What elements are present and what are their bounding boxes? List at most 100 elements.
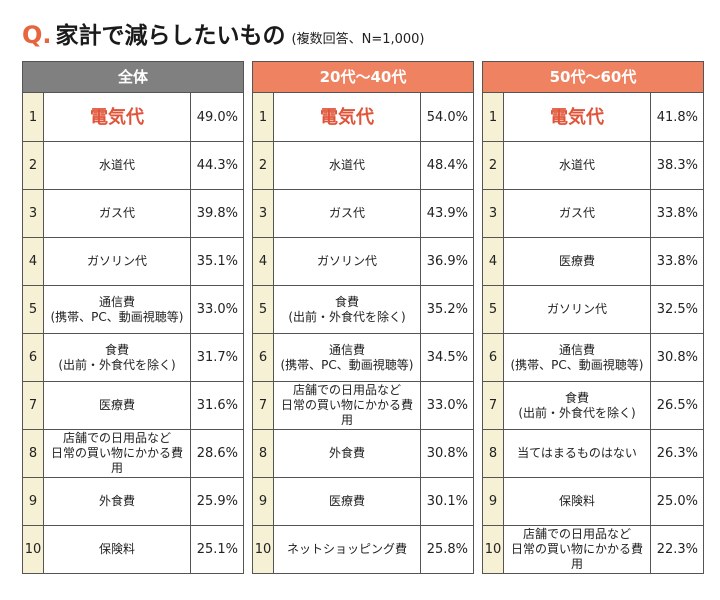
- table-row: 2 水道代 44.3%: [23, 141, 243, 189]
- table-row: 8 外食費 30.8%: [253, 429, 473, 477]
- item-cell: 外食費: [44, 478, 191, 525]
- rank-cell: 4: [23, 238, 44, 285]
- table-row: 10 保険料 25.1%: [23, 525, 243, 573]
- ranking-panel-50s-60s: 50代～60代 1 電気代 41.8% 2 水道代 38.3% 3 ガス代 33.8% 4 医療費 3…: [482, 61, 704, 574]
- percent-cell: 26.5%: [656, 398, 698, 413]
- item-cell: 医療費: [274, 478, 421, 525]
- table-row: 10 ネットショッピング費 25.8%: [253, 525, 473, 573]
- table-row: 6 通信費 (携帯、PC、動画視聴等) 34.5%: [253, 333, 473, 381]
- percent-cell: 39.8%: [196, 206, 238, 221]
- percent-cell: 54.0%: [426, 109, 468, 125]
- percent-cell: 30.8%: [426, 446, 468, 461]
- table-row: 6 通信費 (携帯、PC、動画視聴等) 30.8%: [483, 333, 703, 381]
- percent-cell: 32.5%: [656, 302, 698, 317]
- item-cell: ガソリン代: [274, 238, 421, 285]
- percent-cell: 25.0%: [656, 494, 698, 509]
- rank-cell: 5: [23, 286, 44, 333]
- table-row: 1 電気代 41.8%: [483, 93, 703, 141]
- percent-cell: 25.1%: [196, 542, 238, 557]
- table-row: 5 ガソリン代 32.5%: [483, 285, 703, 333]
- rank-cell: 3: [483, 190, 504, 237]
- table-row: 4 ガソリン代 35.1%: [23, 237, 243, 285]
- rank-cell: 3: [23, 190, 44, 237]
- ranking-rows: 1 電気代 41.8% 2 水道代 38.3% 3 ガス代 33.8% 4 医療費 33.8% 5 ガソリ…: [483, 93, 703, 573]
- percent-cell: 35.2%: [426, 302, 468, 317]
- rank-cell: 5: [483, 286, 504, 333]
- item-cell: 保険料: [504, 478, 651, 525]
- question-mark-label: Q.: [22, 21, 52, 49]
- percent-cell: 38.3%: [656, 158, 698, 173]
- item-cell: 医療費: [504, 238, 651, 285]
- item-cell: 外食費: [274, 430, 421, 477]
- item-cell: 店舗での日用品など 日常の買い物にかかる費用: [274, 382, 421, 429]
- rank-cell: 10: [253, 526, 274, 573]
- panel-header: 50代～60代: [483, 62, 703, 93]
- ranking-rows: 1 電気代 49.0% 2 水道代 44.3% 3 ガス代 39.8% 4 ガソリン代 35.1% 5 通…: [23, 93, 243, 573]
- table-row: 3 ガス代 43.9%: [253, 189, 473, 237]
- rank-cell: 8: [253, 430, 274, 477]
- table-row: 2 水道代 48.4%: [253, 141, 473, 189]
- table-row: 6 食費 (出前・外食代を除く) 31.7%: [23, 333, 243, 381]
- rank-cell: 7: [253, 382, 274, 429]
- table-row: 9 外食費 25.9%: [23, 477, 243, 525]
- item-cell: 食費 (出前・外食代を除く): [274, 286, 421, 333]
- ranking-panel-all: 全体 1 電気代 49.0% 2 水道代 44.3% 3 ガス代 39.8% 4 ガソリン代 35.1…: [22, 61, 244, 574]
- rank-cell: 6: [253, 334, 274, 381]
- percent-cell: 43.9%: [426, 206, 468, 221]
- question-text: 家計で減らしたいもの: [55, 23, 286, 49]
- item-cell: ガス代: [504, 190, 651, 237]
- item-cell: 電気代: [274, 93, 421, 141]
- table-row: 1 電気代 54.0%: [253, 93, 473, 141]
- rank-cell: 9: [483, 478, 504, 525]
- ranking-panel-20s-40s: 20代～40代 1 電気代 54.0% 2 水道代 48.4% 3 ガス代 43.9% 4 ガソリン…: [252, 61, 474, 574]
- table-row: 7 医療費 31.6%: [23, 381, 243, 429]
- item-cell: 店舗での日用品など 日常の買い物にかかる費用: [44, 430, 191, 477]
- percent-cell: 33.0%: [426, 398, 468, 413]
- rank-cell: 9: [23, 478, 44, 525]
- percent-cell: 30.1%: [426, 494, 468, 509]
- item-cell: 通信費 (携帯、PC、動画視聴等): [44, 286, 191, 333]
- percent-cell: 25.8%: [426, 542, 468, 557]
- table-row: 9 医療費 30.1%: [253, 477, 473, 525]
- table-row: 7 店舗での日用品など 日常の買い物にかかる費用 33.0%: [253, 381, 473, 429]
- percent-cell: 34.5%: [426, 350, 468, 365]
- table-row: 8 店舗での日用品など 日常の買い物にかかる費用 28.6%: [23, 429, 243, 477]
- item-cell: 通信費 (携帯、PC、動画視聴等): [504, 334, 651, 381]
- item-cell: 電気代: [504, 93, 651, 141]
- table-row: 9 保険料 25.0%: [483, 477, 703, 525]
- item-cell: 水道代: [44, 142, 191, 189]
- table-row: 3 ガス代 39.8%: [23, 189, 243, 237]
- rank-cell: 6: [23, 334, 44, 381]
- rank-cell: 4: [483, 238, 504, 285]
- table-row: 7 食費 (出前・外食代を除く) 26.5%: [483, 381, 703, 429]
- rank-cell: 3: [253, 190, 274, 237]
- rank-cell: 10: [23, 526, 44, 573]
- percent-cell: 31.7%: [196, 350, 238, 365]
- item-cell: ネットショッピング費: [274, 526, 421, 573]
- percent-cell: 44.3%: [196, 158, 238, 173]
- rank-cell: 7: [483, 382, 504, 429]
- percent-cell: 33.0%: [196, 302, 238, 317]
- table-row: 5 通信費 (携帯、PC、動画視聴等) 33.0%: [23, 285, 243, 333]
- item-cell: 水道代: [274, 142, 421, 189]
- ranking-rows: 1 電気代 54.0% 2 水道代 48.4% 3 ガス代 43.9% 4 ガソリン代 36.9% 5 食…: [253, 93, 473, 573]
- item-cell: 医療費: [44, 382, 191, 429]
- percent-cell: 33.8%: [656, 206, 698, 221]
- item-cell: 当てはまるものはない: [504, 430, 651, 477]
- item-cell: 電気代: [44, 93, 191, 141]
- item-cell: 店舗での日用品など 日常の買い物にかかる費用: [504, 526, 651, 573]
- percent-cell: 35.1%: [196, 254, 238, 269]
- item-cell: ガソリン代: [44, 238, 191, 285]
- page-title: Q. 家計で減らしたいもの (複数回答、N=1,000): [22, 16, 425, 50]
- rank-cell: 10: [483, 526, 504, 573]
- table-row: 3 ガス代 33.8%: [483, 189, 703, 237]
- percent-cell: 22.3%: [656, 542, 698, 557]
- percent-cell: 31.6%: [196, 398, 238, 413]
- percent-cell: 49.0%: [196, 109, 238, 125]
- percent-cell: 33.8%: [656, 254, 698, 269]
- percent-cell: 36.9%: [426, 254, 468, 269]
- rank-cell: 1: [483, 93, 504, 141]
- table-row: 4 ガソリン代 36.9%: [253, 237, 473, 285]
- item-cell: 食費 (出前・外食代を除く): [504, 382, 651, 429]
- table-row: 10 店舗での日用品など 日常の買い物にかかる費用 22.3%: [483, 525, 703, 573]
